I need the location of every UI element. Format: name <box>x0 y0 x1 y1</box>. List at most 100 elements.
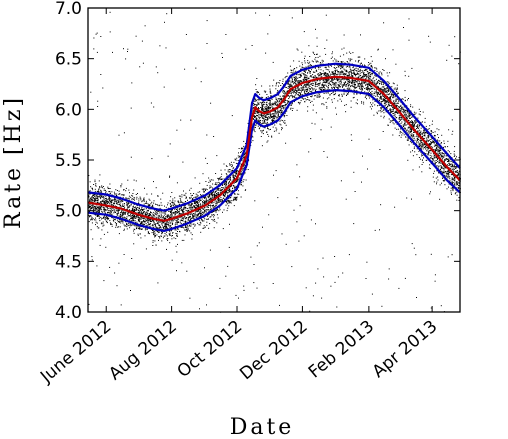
data-point <box>196 201 197 203</box>
data-point <box>202 212 204 214</box>
data-point <box>332 92 334 94</box>
data-point <box>451 164 453 166</box>
data-point <box>301 94 303 96</box>
data-point <box>358 85 360 87</box>
data-point <box>123 228 125 230</box>
data-point <box>302 94 304 96</box>
data-point <box>114 198 116 200</box>
data-point <box>231 185 232 187</box>
data-point <box>281 129 282 131</box>
data-point <box>131 199 133 201</box>
data-point <box>95 217 96 219</box>
data-point <box>255 84 257 86</box>
data-point <box>288 83 290 85</box>
data-point <box>114 203 116 205</box>
data-point <box>333 82 335 84</box>
data-point <box>285 124 287 126</box>
data-point <box>192 203 193 205</box>
data-point <box>135 194 137 195</box>
data-point <box>175 232 177 234</box>
data-point <box>226 190 228 192</box>
data-point <box>278 115 279 117</box>
data-point <box>180 199 182 201</box>
data-point <box>452 168 454 170</box>
data-point <box>272 103 274 105</box>
data-point <box>277 112 279 114</box>
data-point <box>175 211 177 213</box>
data-point <box>368 84 370 86</box>
data-point <box>391 93 393 95</box>
data-point <box>417 138 418 140</box>
data-point <box>152 224 154 226</box>
data-point <box>226 174 228 176</box>
data-point <box>233 175 235 177</box>
data-point <box>116 210 118 212</box>
data-point <box>213 227 215 229</box>
data-point <box>145 208 147 210</box>
data-point <box>127 213 129 215</box>
data-point <box>440 142 442 144</box>
data-point <box>135 212 137 213</box>
data-point <box>282 80 284 82</box>
data-point <box>389 98 391 99</box>
data-point <box>217 194 219 196</box>
data-point <box>175 213 176 215</box>
data-point <box>382 95 384 97</box>
data-point <box>322 87 324 88</box>
data-point <box>349 82 351 83</box>
data-point <box>130 203 132 205</box>
data-point <box>101 211 103 212</box>
data-point <box>439 147 441 149</box>
data-point <box>453 170 454 172</box>
data-point <box>372 80 374 82</box>
data-point <box>158 217 160 219</box>
data-point <box>435 156 437 157</box>
data-point <box>363 103 365 105</box>
data-point <box>325 68 327 70</box>
data-point <box>206 184 208 186</box>
data-point <box>200 200 202 201</box>
data-point <box>413 146 415 148</box>
data-point <box>340 71 342 73</box>
data-point <box>108 199 110 201</box>
data-point <box>126 216 128 218</box>
data-point <box>321 61 323 63</box>
data-point <box>110 200 112 202</box>
data-point <box>390 99 392 101</box>
data-point <box>383 87 385 89</box>
data-point <box>109 201 111 203</box>
data-point <box>405 109 406 111</box>
data-point <box>348 62 350 64</box>
data-point <box>311 90 313 92</box>
data-point <box>260 107 262 108</box>
data-point <box>122 214 124 216</box>
data-point <box>440 165 442 167</box>
data-point <box>158 228 160 230</box>
data-point <box>191 238 193 240</box>
data-point <box>293 68 295 70</box>
data-point <box>326 98 328 100</box>
data-point <box>333 78 335 80</box>
data-point <box>261 117 263 119</box>
data-point <box>222 200 224 202</box>
data-point <box>153 230 155 232</box>
data-point <box>348 66 350 68</box>
data-point <box>196 196 198 197</box>
data-point <box>267 126 268 128</box>
data-point <box>170 205 172 207</box>
data-point <box>125 190 127 192</box>
data-point <box>241 180 242 181</box>
data-point <box>395 110 397 112</box>
data-point <box>276 103 278 105</box>
data-point <box>235 181 237 183</box>
data-point <box>317 84 319 86</box>
data-point <box>391 120 393 122</box>
data-point <box>273 118 275 120</box>
data-point <box>336 67 338 68</box>
data-point <box>436 144 438 145</box>
data-point <box>399 108 401 110</box>
data-point <box>284 90 286 92</box>
data-point <box>103 217 104 219</box>
data-point <box>418 145 420 147</box>
data-point <box>157 210 159 212</box>
